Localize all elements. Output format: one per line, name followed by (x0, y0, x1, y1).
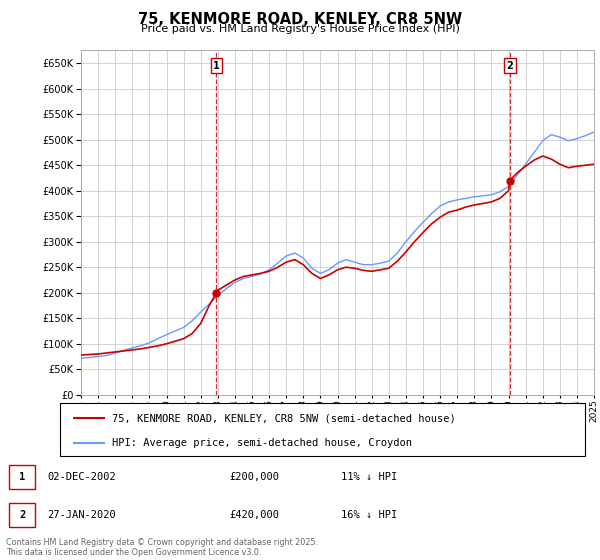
Text: 27-JAN-2020: 27-JAN-2020 (47, 510, 116, 520)
Bar (9, 465, 35, 489)
Text: £420,000: £420,000 (229, 510, 280, 520)
Bar (9, 503, 35, 527)
Text: HPI: Average price, semi-detached house, Croydon: HPI: Average price, semi-detached house,… (113, 438, 413, 448)
Text: 11% ↓ HPI: 11% ↓ HPI (341, 472, 397, 482)
Text: 2: 2 (506, 61, 513, 71)
Text: 75, KENMORE ROAD, KENLEY, CR8 5NW (semi-detached house): 75, KENMORE ROAD, KENLEY, CR8 5NW (semi-… (113, 413, 456, 423)
Text: 1: 1 (213, 61, 220, 71)
Text: 1: 1 (19, 472, 25, 482)
Text: 02-DEC-2002: 02-DEC-2002 (47, 472, 116, 482)
Text: 16% ↓ HPI: 16% ↓ HPI (341, 510, 397, 520)
Text: Contains HM Land Registry data © Crown copyright and database right 2025.
This d: Contains HM Land Registry data © Crown c… (6, 538, 318, 557)
Text: £200,000: £200,000 (229, 472, 280, 482)
Text: 2: 2 (19, 510, 25, 520)
Text: Price paid vs. HM Land Registry's House Price Index (HPI): Price paid vs. HM Land Registry's House … (140, 24, 460, 34)
Text: 75, KENMORE ROAD, KENLEY, CR8 5NW: 75, KENMORE ROAD, KENLEY, CR8 5NW (138, 12, 462, 27)
